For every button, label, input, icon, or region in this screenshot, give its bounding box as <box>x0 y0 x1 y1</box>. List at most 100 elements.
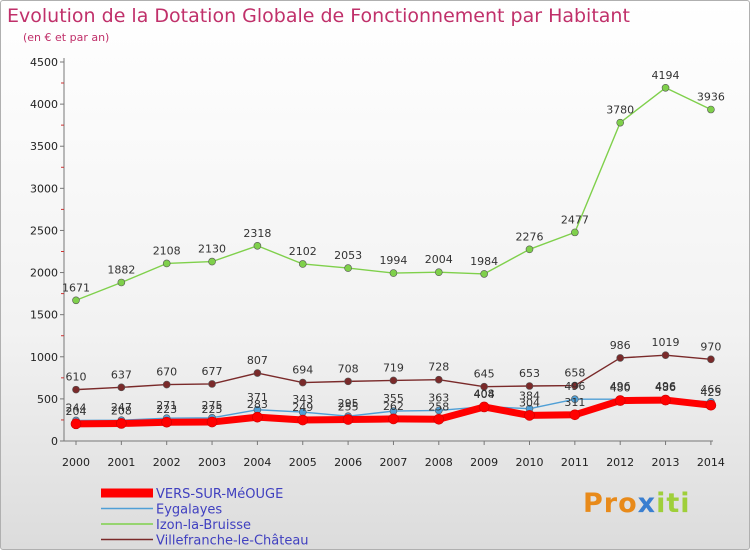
data-label: 1994 <box>379 254 407 267</box>
data-point <box>389 269 398 277</box>
data-point <box>661 83 670 92</box>
data-point <box>525 382 534 390</box>
data-label: 807 <box>247 354 268 367</box>
data-label: 384 <box>519 390 540 403</box>
data-point <box>389 376 398 385</box>
data-label: 2108 <box>153 244 181 257</box>
data-point <box>661 351 670 359</box>
data-point <box>298 260 307 268</box>
data-point <box>434 375 443 384</box>
data-label: 425 <box>700 386 721 399</box>
data-label: 653 <box>519 367 540 380</box>
data-label: 466 <box>700 383 721 396</box>
data-point <box>616 354 625 362</box>
x-tick-label: 2003 <box>198 456 226 469</box>
data-label: 283 <box>247 398 268 411</box>
x-tick-label: 2009 <box>470 456 498 469</box>
y-tick-label: 1000 <box>30 351 58 364</box>
x-tick-label: 2012 <box>606 456 634 469</box>
series-group: 610 637 670 677 807 694 708 719 728 645 653 658 986 1… <box>62 69 725 430</box>
x-ticks: 2000 2001 2002 2003 2004 2005 2006 2007 2008 2009… <box>62 441 725 469</box>
data-point <box>569 409 581 421</box>
data-label: 670 <box>156 366 177 379</box>
data-label: 645 <box>474 368 495 381</box>
data-label: 610 <box>66 371 87 384</box>
data-point <box>434 406 443 415</box>
data-point <box>253 369 262 377</box>
legend-item: Villefranche-le-Château <box>101 534 309 549</box>
data-point <box>344 377 352 386</box>
data-label: 208 <box>111 404 132 417</box>
data-label: 658 <box>564 367 585 380</box>
data-label: 1882 <box>107 263 135 276</box>
data-point <box>206 416 218 428</box>
data-label: 2318 <box>243 227 271 240</box>
data-point <box>297 414 309 426</box>
data-point <box>253 241 262 250</box>
data-point <box>298 378 307 387</box>
x-tick-label: 2005 <box>289 456 317 469</box>
series-line <box>75 87 712 301</box>
data-label: 496 <box>655 380 676 393</box>
x-tick-label: 2010 <box>516 456 544 469</box>
data-label: 275 <box>202 399 223 412</box>
data-label: 496 <box>610 380 631 393</box>
y-tick-label: 3500 <box>30 140 58 153</box>
data-label: 1671 <box>62 281 90 294</box>
data-label: 311 <box>564 396 585 409</box>
y-tick-label: 0 <box>51 435 58 448</box>
chart-subtitle: (en € et par an) <box>23 31 110 44</box>
data-label: 480 <box>610 382 631 395</box>
data-label: 371 <box>247 391 268 404</box>
data-label: 3936 <box>697 91 725 104</box>
data-label: 2276 <box>516 230 544 243</box>
data-label: 262 <box>383 400 404 413</box>
data-label: 496 <box>564 380 585 393</box>
x-tick-label: 2002 <box>153 456 181 469</box>
data-point <box>433 413 445 425</box>
data-label: 355 <box>383 392 404 405</box>
data-point <box>571 395 579 404</box>
data-label: 486 <box>655 381 676 394</box>
data-point <box>72 385 80 394</box>
data-point <box>707 355 715 364</box>
data-label: 249 <box>292 401 313 414</box>
series-2: 1671 1882 2108 2130 2318 2102 2053 1994 2004 1984… <box>62 69 725 305</box>
data-label: 728 <box>428 361 449 374</box>
data-label: 719 <box>383 361 404 374</box>
data-point <box>252 411 263 423</box>
legend: VERS-SUR-MéOUGEEygalayesIzon-la-BruisseV… <box>101 487 309 549</box>
data-point <box>660 394 671 406</box>
data-label: 3780 <box>606 104 634 117</box>
data-label: 986 <box>610 339 631 352</box>
x-tick-label: 2000 <box>62 456 90 469</box>
data-point <box>705 399 717 411</box>
data-point <box>571 381 579 390</box>
x-tick-label: 2006 <box>334 456 362 469</box>
data-label: 677 <box>202 365 223 378</box>
legend-item: Izon-la-Bruisse <box>101 518 251 533</box>
data-label: 637 <box>111 368 132 381</box>
series-3: 610 637 670 677 807 694 708 719 728 645 653 658 986 1… <box>66 336 721 394</box>
data-point <box>162 380 171 389</box>
data-point <box>614 395 626 406</box>
data-label: 247 <box>111 401 132 414</box>
data-label: 2053 <box>334 249 362 262</box>
logo-part-2: x <box>637 488 657 519</box>
legend-label: Villefranche-le-Château <box>156 534 309 549</box>
x-tick-label: 2008 <box>425 456 453 469</box>
data-label: 225 <box>202 403 223 416</box>
axes <box>63 58 713 442</box>
legend-item: VERS-SUR-MéOUGE <box>101 487 283 502</box>
data-label: 244 <box>66 401 87 414</box>
data-label: 271 <box>156 399 177 412</box>
data-point <box>208 257 216 266</box>
data-point <box>117 383 126 392</box>
data-label: 2102 <box>289 245 317 258</box>
data-label: 1984 <box>470 255 498 268</box>
y-tick-label: 2000 <box>30 267 58 280</box>
data-point <box>162 259 171 268</box>
legend-label: VERS-SUR-MéOUGE <box>156 487 283 502</box>
x-tick-label: 2011 <box>561 456 589 469</box>
